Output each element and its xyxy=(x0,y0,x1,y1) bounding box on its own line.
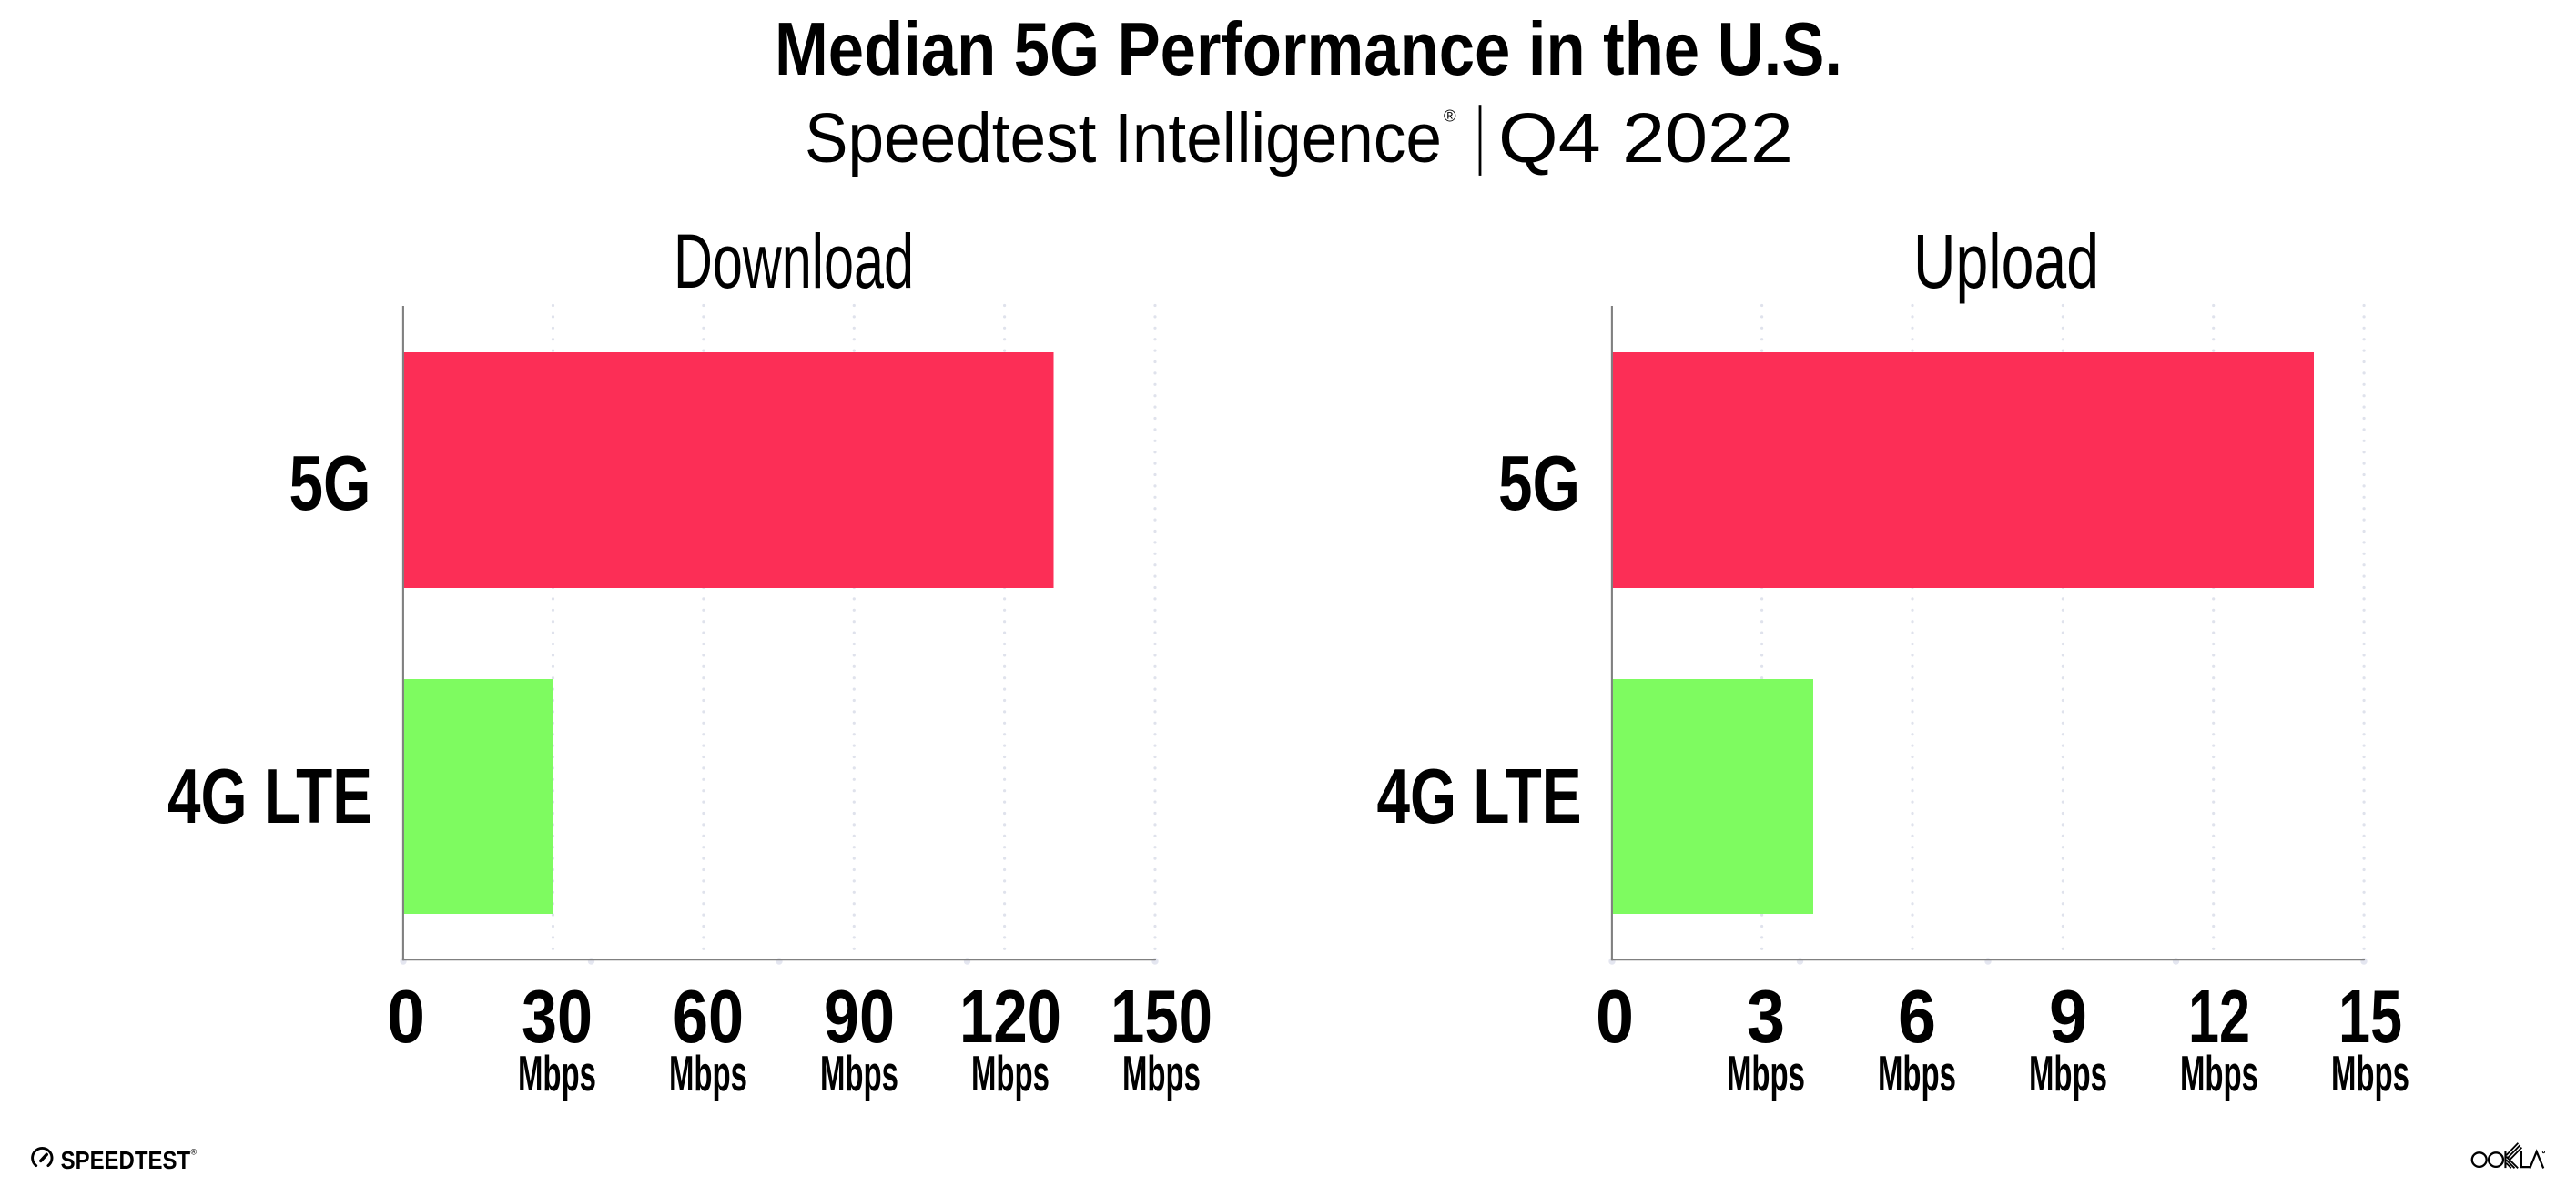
svg-text:3: 3 xyxy=(1747,974,1785,1059)
svg-text:Mbps: Mbps xyxy=(1122,1045,1201,1101)
svg-text:Median 5G Performance in the U: Median 5G Performance in the U.S. xyxy=(775,6,1842,91)
svg-text:15: 15 xyxy=(2338,974,2402,1059)
svg-text:Download: Download xyxy=(674,218,914,304)
svg-text:4G LTE: 4G LTE xyxy=(1377,754,1582,840)
svg-text:Speedtest Intelligence: Speedtest Intelligence xyxy=(805,99,1442,178)
svg-text:®: ® xyxy=(191,1148,198,1157)
svg-text:90: 90 xyxy=(824,974,895,1059)
svg-text:Mbps: Mbps xyxy=(1727,1045,1805,1101)
svg-text:®: ® xyxy=(1444,107,1456,126)
svg-text:Mbps: Mbps xyxy=(2331,1045,2409,1101)
svg-text:Mbps: Mbps xyxy=(2029,1045,2107,1101)
svg-text:0: 0 xyxy=(387,974,425,1059)
svg-text:12: 12 xyxy=(2188,974,2250,1059)
svg-text:6: 6 xyxy=(1898,974,1936,1059)
svg-text:9: 9 xyxy=(2049,974,2087,1059)
svg-text:60: 60 xyxy=(673,974,744,1059)
svg-text:Q4 2022: Q4 2022 xyxy=(1498,99,1793,178)
svg-text:4G LTE: 4G LTE xyxy=(167,754,372,840)
svg-text:Mbps: Mbps xyxy=(669,1045,747,1101)
svg-text:SPEEDTEST: SPEEDTEST xyxy=(61,1146,191,1174)
svg-text:30: 30 xyxy=(522,974,593,1059)
svg-text:Mbps: Mbps xyxy=(820,1045,898,1101)
svg-text:120: 120 xyxy=(959,974,1061,1059)
svg-text:Mbps: Mbps xyxy=(518,1045,596,1101)
svg-text:Mbps: Mbps xyxy=(2180,1045,2258,1101)
svg-text:Mbps: Mbps xyxy=(971,1045,1050,1101)
svg-text:0: 0 xyxy=(1596,974,1634,1059)
svg-text:5G: 5G xyxy=(1498,441,1580,527)
svg-text:Mbps: Mbps xyxy=(1878,1045,1956,1101)
svg-text:150: 150 xyxy=(1111,974,1212,1059)
svg-text:Upload: Upload xyxy=(1913,218,2099,304)
svg-text:5G: 5G xyxy=(289,441,371,527)
